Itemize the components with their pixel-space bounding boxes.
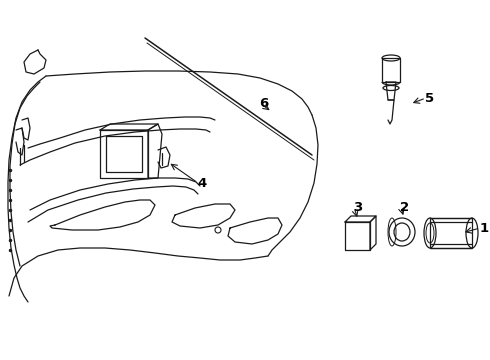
Text: 2: 2 [400,201,410,213]
Text: 1: 1 [479,221,489,234]
Text: 3: 3 [353,201,363,213]
Text: 5: 5 [425,91,435,104]
Text: 6: 6 [259,96,269,109]
Text: 4: 4 [197,176,207,189]
